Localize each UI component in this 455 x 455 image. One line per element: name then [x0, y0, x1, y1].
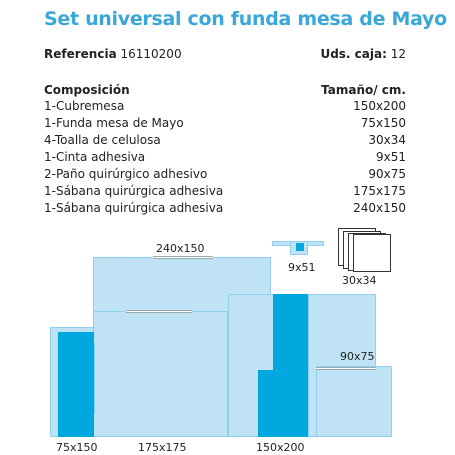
sheet-175x175: [93, 311, 228, 437]
item-size: 175x175: [353, 184, 406, 198]
composition-row: 1-Sábana quirúrgica adhesiva 175x175: [44, 184, 406, 200]
mayo-cover-label: 75x150: [56, 441, 98, 454]
towels-stack-icon: [338, 228, 394, 272]
item-size: 9x51: [375, 150, 406, 164]
drape-90x75-adhesive-strip: [316, 367, 376, 370]
page-title: Set universal con funda mesa de Mayo: [44, 8, 447, 30]
item-name: 1-Sábana quirúrgica adhesiva: [44, 184, 224, 198]
composition-row: 1-Cubremesa 150x200: [44, 99, 406, 115]
composition-row: 1-Cinta adhesiva 9x51: [44, 150, 406, 166]
sheet-240x150-adhesive-strip: [153, 256, 213, 259]
item-name: 4-Toalla de celulosa: [44, 133, 161, 147]
mayo-cover: [58, 332, 94, 437]
item-size: 150x200: [353, 99, 406, 113]
table-cover-center: [273, 294, 309, 437]
composition-row: 1-Funda mesa de Mayo 75x150: [44, 116, 406, 132]
item-name: 1-Cubremesa: [44, 99, 125, 113]
reference-line: Referencia 16110200: [44, 47, 182, 61]
mayo-cover-flap: [94, 342, 104, 414]
tape-label: 9x51: [288, 261, 316, 274]
units-label: Uds. caja:: [320, 47, 387, 61]
item-name: 1-Funda mesa de Mayo: [44, 116, 184, 130]
drape-90x75: [316, 366, 392, 437]
tape-icon: [272, 241, 324, 257]
reference-label: Referencia: [44, 47, 117, 61]
units-line: Uds. caja: 12: [320, 47, 406, 61]
sheet-240x150-label: 240x150: [156, 242, 205, 255]
towels-label: 30x34: [342, 274, 377, 287]
composition-row: 1-Sábana quirúrgica adhesiva 240x150: [44, 201, 406, 217]
sheet-175x175-adhesive-strip: [126, 310, 192, 313]
item-size: 240x150: [353, 201, 406, 215]
composition-row: 4-Toalla de celulosa 30x34: [44, 133, 406, 149]
size-header: Tamaño/ cm.: [321, 83, 406, 97]
drape-90x75-label: 90x75: [340, 350, 375, 363]
composition-row: 2-Paño quirúrgico adhesivo 90x75: [44, 167, 406, 183]
item-size: 75x150: [360, 116, 406, 130]
item-name: 1-Sábana quirúrgica adhesiva: [44, 201, 224, 215]
item-name: 1-Cinta adhesiva: [44, 150, 146, 164]
table-cover-left-fold: [258, 370, 274, 437]
item-size: 30x34: [368, 133, 406, 147]
table-cover-label: 150x200: [256, 441, 305, 454]
units-value: 12: [390, 47, 406, 61]
item-name: 2-Paño quirúrgico adhesivo: [44, 167, 208, 181]
item-size: 90x75: [368, 167, 406, 181]
composition-header: Composición: [44, 83, 130, 97]
reference-value: 16110200: [120, 47, 182, 61]
sheet-175x175-label: 175x175: [138, 441, 187, 454]
